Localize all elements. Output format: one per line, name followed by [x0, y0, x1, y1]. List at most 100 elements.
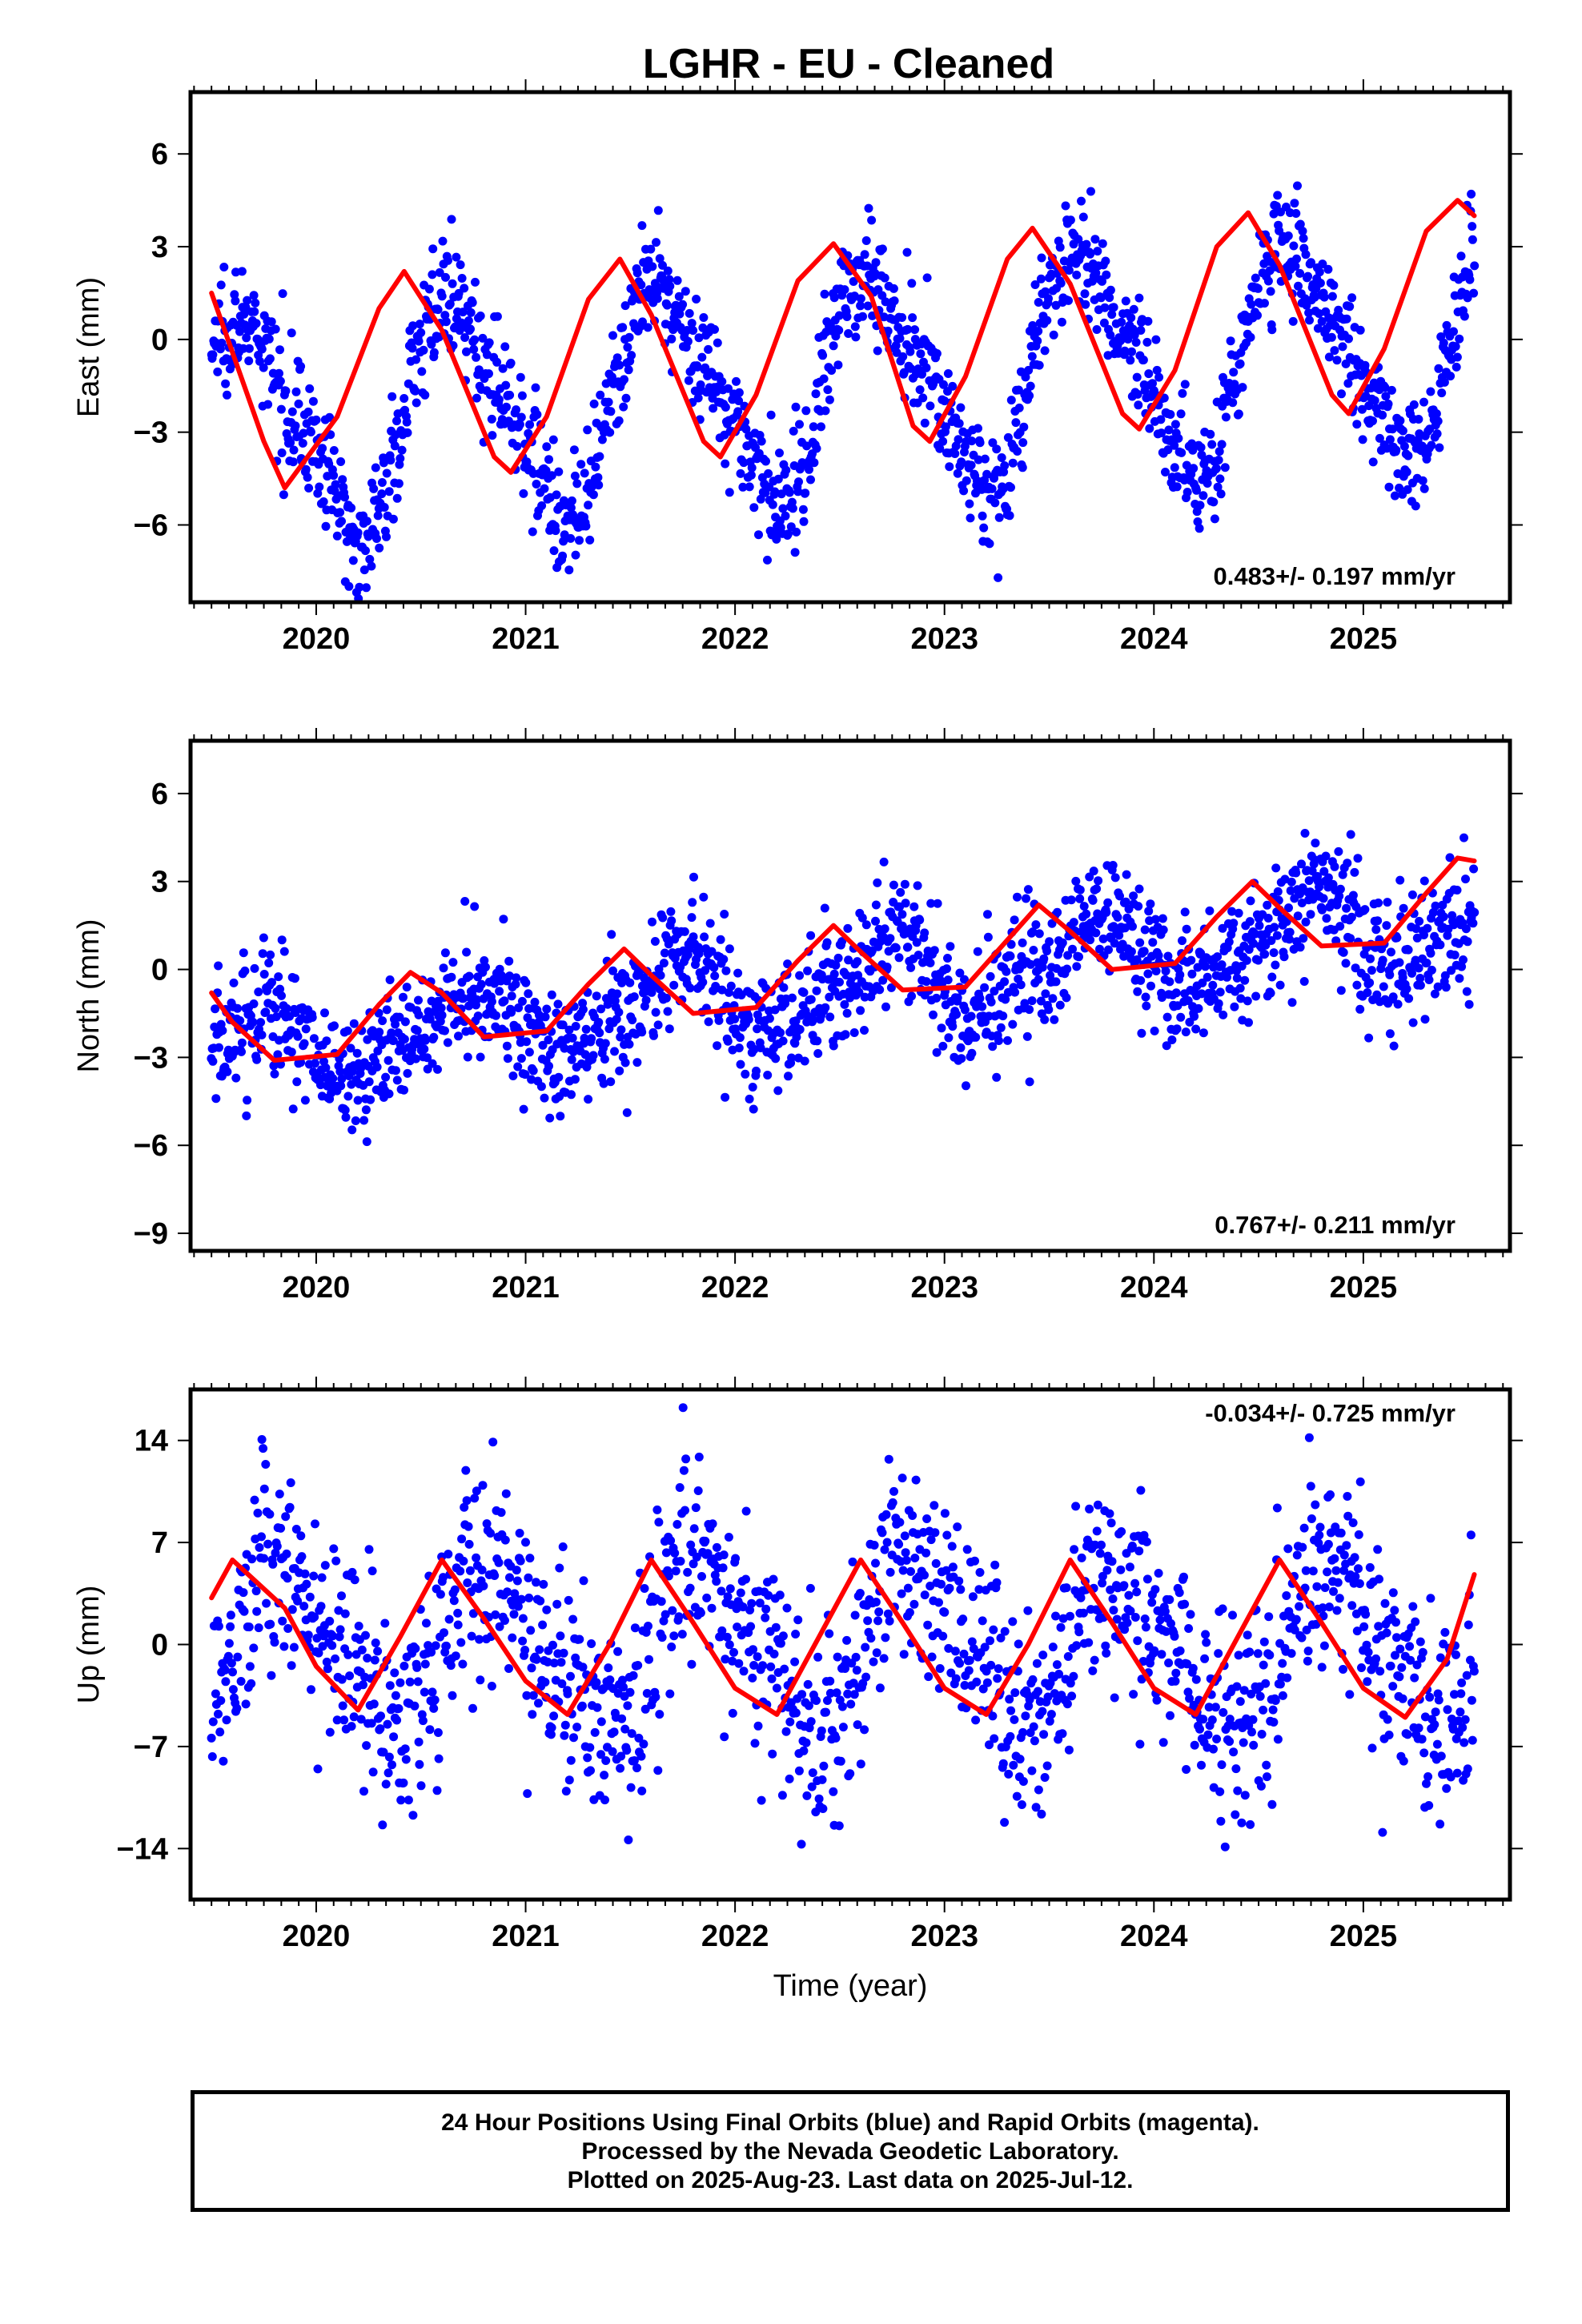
data-point	[382, 468, 391, 478]
data-point	[419, 345, 428, 355]
data-point	[424, 1641, 433, 1651]
data-point	[505, 390, 515, 400]
data-point	[361, 1105, 371, 1115]
data-point	[1063, 1652, 1073, 1661]
data-point	[685, 308, 694, 318]
data-point	[1072, 1641, 1082, 1651]
data-point	[1399, 903, 1408, 913]
data-point	[903, 1583, 913, 1593]
data-point	[251, 319, 261, 328]
data-point	[297, 1552, 307, 1562]
data-point	[938, 1041, 948, 1051]
data-point	[1342, 314, 1351, 324]
data-point	[214, 1709, 223, 1719]
data-point	[229, 978, 239, 987]
data-point	[1140, 925, 1150, 935]
data-point	[644, 1655, 653, 1664]
data-point	[800, 1056, 809, 1066]
data-point	[1206, 429, 1215, 439]
data-point	[856, 301, 865, 311]
data-point	[1293, 181, 1302, 191]
data-point	[801, 1738, 811, 1747]
data-point	[408, 1811, 418, 1820]
data-point	[1315, 279, 1325, 287]
data-point	[661, 993, 671, 1003]
data-point	[1214, 1649, 1223, 1659]
data-point	[717, 1586, 726, 1596]
data-point	[1322, 914, 1331, 923]
data-point	[1195, 501, 1205, 510]
data-point	[267, 978, 276, 987]
data-point	[604, 397, 613, 407]
data-point	[1452, 352, 1462, 362]
data-point	[1128, 922, 1137, 931]
data-point	[468, 1609, 478, 1618]
data-point	[1047, 919, 1057, 928]
data-point	[327, 1641, 337, 1651]
data-point	[504, 956, 514, 966]
data-point	[337, 517, 346, 526]
data-point	[1439, 338, 1448, 348]
data-point	[651, 1007, 661, 1017]
data-point	[249, 999, 259, 1008]
data-point	[1433, 416, 1443, 426]
data-point	[638, 317, 647, 327]
data-point	[1028, 927, 1038, 937]
data-point	[1166, 1618, 1175, 1628]
data-point	[244, 344, 254, 353]
data-point	[730, 1015, 740, 1023]
data-point	[941, 422, 950, 432]
data-point	[259, 970, 269, 979]
data-point	[1198, 978, 1207, 987]
data-point	[778, 504, 788, 513]
data-point	[674, 1612, 684, 1622]
data-point	[1455, 974, 1464, 983]
data-point	[1091, 928, 1101, 938]
data-point	[577, 1701, 587, 1711]
data-point	[1001, 995, 1010, 1004]
data-point	[775, 448, 784, 458]
data-point	[1335, 884, 1345, 894]
data-point	[736, 1059, 745, 1069]
data-point	[1338, 342, 1347, 352]
data-point	[223, 390, 231, 400]
data-point	[1245, 917, 1255, 927]
data-point	[1431, 409, 1441, 419]
data-point	[1218, 1604, 1227, 1614]
data-point	[988, 1042, 998, 1051]
data-point	[1355, 1004, 1365, 1014]
data-point	[543, 1657, 552, 1667]
data-point	[1122, 1618, 1132, 1627]
data-point	[512, 405, 521, 415]
data-point	[825, 395, 834, 404]
data-point	[664, 939, 673, 949]
data-point	[338, 1701, 347, 1711]
data-point	[946, 942, 955, 951]
data-point	[998, 1759, 1008, 1768]
data-point	[515, 1529, 524, 1538]
data-point	[783, 959, 793, 969]
data-point	[1079, 902, 1089, 911]
data-point	[1235, 359, 1245, 368]
data-point	[414, 1737, 424, 1747]
data-point	[666, 907, 676, 916]
data-point	[689, 326, 698, 336]
rate-annotation: 0.483+/- 0.197 mm/yr	[1214, 562, 1456, 590]
data-point	[834, 325, 844, 335]
data-point	[707, 947, 717, 956]
data-point	[411, 386, 420, 396]
data-point	[303, 1630, 313, 1640]
data-point	[1422, 959, 1431, 967]
data-point	[464, 316, 473, 325]
data-point	[271, 1548, 280, 1558]
data-point	[544, 1035, 553, 1044]
data-point	[1138, 356, 1148, 364]
data-point	[624, 1835, 633, 1844]
data-point	[1239, 1738, 1248, 1747]
data-point	[653, 1020, 663, 1030]
data-point	[385, 1681, 395, 1691]
data-point	[456, 260, 465, 270]
data-point	[756, 1043, 765, 1052]
data-point	[1352, 980, 1362, 990]
data-point	[683, 336, 693, 346]
